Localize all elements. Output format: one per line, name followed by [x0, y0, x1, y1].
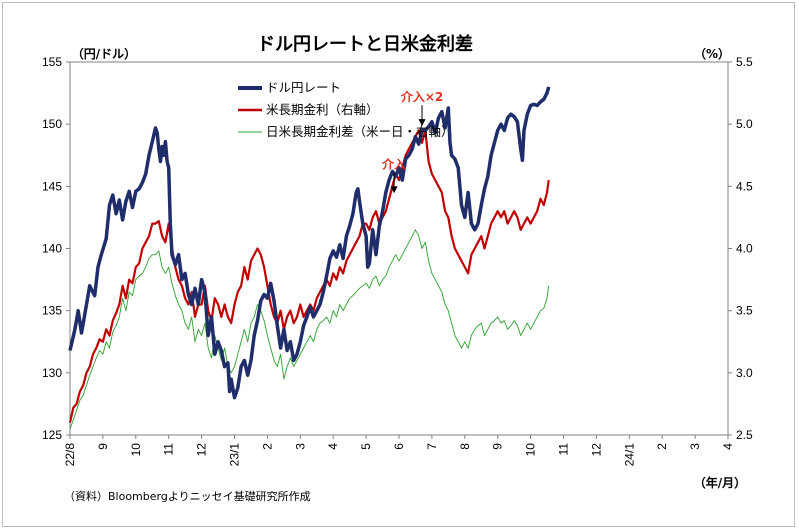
x-tick-label: 12 [195, 443, 209, 457]
x-tick-label: 9 [491, 443, 505, 450]
annotations: 介入 介入×2 [381, 89, 443, 194]
x-tick-label: 7 [425, 443, 439, 450]
x-tick-label: 12 [589, 443, 603, 457]
x-tick-label: 8 [458, 443, 472, 450]
left-tick-label: 130 [42, 366, 62, 380]
right-tick-label: 3.5 [736, 304, 753, 318]
chart-title: ドル円レートと日米金利差 [257, 33, 473, 55]
right-tick-label: 3.0 [736, 366, 753, 380]
x-tick-label: 4 [721, 443, 735, 450]
left-tick-label: 135 [42, 304, 62, 318]
x-tick-label: 4 [326, 443, 340, 450]
legend-label-spread: 日米長期金利差（米ー日・右軸） [266, 124, 454, 139]
left-axis: 125 130 135 140 145 150 155 [42, 55, 70, 442]
x-tick-label: 24/1 [622, 443, 636, 467]
x-tick-label: 10 [129, 443, 143, 457]
legend: ドル円レート 米長期金利（右軸） 日米長期金利差（米ー日・右軸） [238, 80, 454, 139]
right-axis: 2.5 3.0 3.5 4.0 4.5 5.0 5.5 [728, 55, 753, 442]
x-tick-label: 23/1 [228, 443, 242, 467]
left-axis-unit: （円/ドル） [72, 46, 136, 61]
annotation-label: 介入×2 [400, 89, 443, 104]
series-line-usdjpy [68, 86, 551, 400]
right-tick-label: 5.0 [736, 117, 753, 131]
x-tick-label: 11 [557, 443, 571, 456]
right-axis-unit: （%） [694, 46, 730, 61]
x-tick-label: 6 [392, 443, 406, 450]
series-line-spread [69, 229, 550, 429]
right-tick-label: 5.5 [736, 55, 753, 69]
annotation-label: 介入 [381, 156, 406, 171]
annotation-arrow-head [418, 119, 426, 127]
right-tick-label: 4.0 [736, 242, 753, 256]
left-tick-label: 155 [42, 55, 62, 69]
x-tick-label: 3 [293, 443, 307, 450]
series-line-us-yield [68, 129, 550, 423]
source-note: （資料）Bloombergよりニッセイ基礎研究所作成 [64, 489, 311, 503]
left-tick-label: 125 [42, 428, 62, 442]
left-tick-label: 145 [42, 179, 62, 193]
right-tick-label: 4.5 [736, 179, 753, 193]
x-tick-label: 9 [96, 443, 110, 450]
right-tick-label: 2.5 [736, 428, 753, 442]
legend-label-us-yield: 米長期金利（右軸） [266, 102, 379, 117]
plot-area [69, 61, 729, 436]
series-layer [68, 86, 551, 429]
x-tick-label: 2 [655, 443, 669, 450]
left-tick-label: 140 [42, 242, 62, 256]
x-axis: 22/8 9 10 11 12 23/1 2 3 4 5 6 7 8 9 10 11 12 24/1 2 3 4 [63, 435, 735, 466]
x-tick-label: 11 [162, 443, 176, 456]
x-tick-label: 3 [688, 443, 702, 450]
x-tick-label: 22/8 [63, 443, 77, 467]
x-tick-label: 2 [260, 443, 274, 450]
x-tick-label: 10 [524, 443, 538, 457]
legend-label-usdjpy: ドル円レート [266, 80, 341, 95]
left-tick-label: 150 [42, 117, 62, 131]
annotation-arrow-head [390, 186, 398, 194]
x-tick-label: 5 [359, 443, 373, 450]
x-axis-unit: （年/月） [694, 475, 746, 490]
